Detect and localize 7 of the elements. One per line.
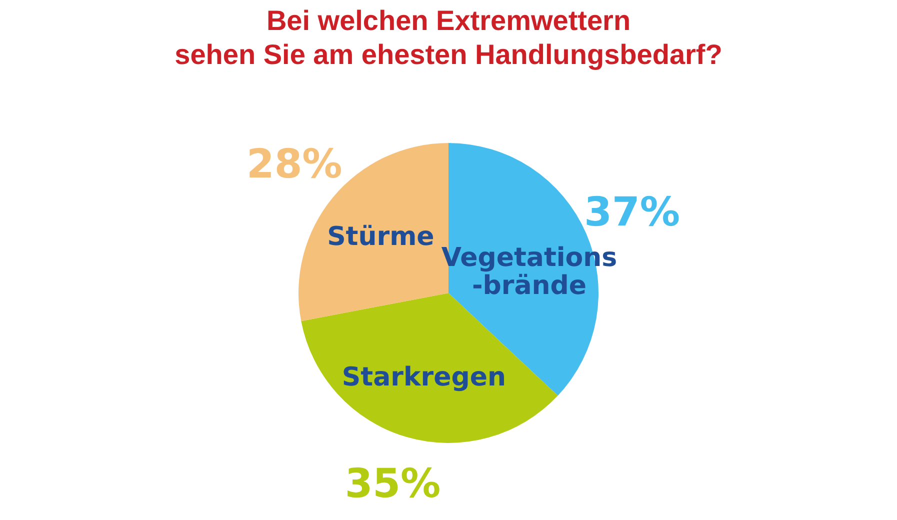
slice-label: Stürme: [327, 222, 434, 252]
chart-title: Bei welchen Extremwettern sehen Sie am ehesten Handlungsbedarf?: [174, 5, 722, 70]
data-label: 37%: [584, 190, 680, 236]
pie-slice: [301, 293, 558, 443]
data-label: 35%: [344, 461, 441, 508]
data-label: 28%: [246, 142, 342, 188]
slice-label: Starkregen: [342, 362, 506, 393]
